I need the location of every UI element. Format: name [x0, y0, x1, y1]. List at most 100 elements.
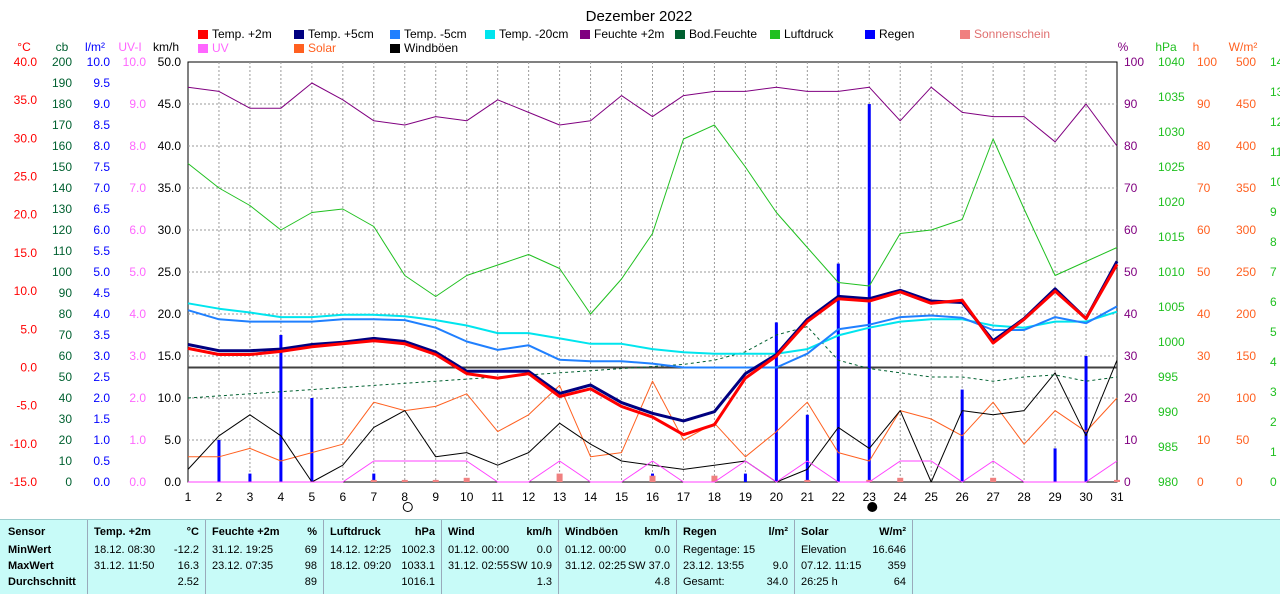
legend-label-feuchte-2m: Feuchte +2m: [594, 27, 664, 41]
tick-label: 5.5: [93, 244, 110, 258]
tick-labels: 40.035.030.025.020.015.010.05.00.0-5.0-1…: [10, 55, 1280, 489]
legend-swatch-solar: [294, 44, 304, 53]
tick-label: 15.0: [14, 246, 38, 260]
x-tick-label: 28: [1017, 490, 1031, 504]
tick-label: -10.0: [10, 437, 38, 451]
tick-label: 6: [1270, 295, 1277, 309]
chart-title: Dezember 2022: [586, 8, 693, 25]
x-tick-label: 20: [770, 490, 784, 504]
legend-label-solar: Solar: [308, 41, 336, 55]
tick-label: 8.5: [93, 118, 110, 132]
tick-label: 0.0: [129, 475, 146, 489]
tick-label: 35.0: [158, 181, 182, 195]
tick-label: 5.0: [129, 265, 146, 279]
stats-solar-value: 16.646: [872, 544, 906, 556]
stats-rain-unit: l/m²: [768, 526, 788, 538]
tick-label: 60: [1197, 223, 1211, 237]
stats-sensor-header: Sensor: [8, 526, 46, 538]
series-line-temp-2m: [187, 263, 1119, 437]
stats-solar-value: 359: [887, 560, 906, 572]
x-tick-label: 19: [739, 490, 753, 504]
stats-rain-header: Regen: [683, 526, 717, 538]
tick-label: 80: [1197, 139, 1211, 153]
legend-swatch-sonnenschein: [960, 30, 970, 39]
legend-swatch-temp-20cm: [485, 30, 495, 39]
tick-label: 3.5: [93, 328, 110, 342]
tick-label: 7: [1270, 265, 1277, 279]
x-tick-label: 15: [615, 490, 629, 504]
tick-label: 1.5: [93, 412, 110, 426]
x-tick-label: 11: [491, 490, 504, 504]
tick-label: 1.0: [129, 433, 146, 447]
legend-swatch-bod-feuchte: [675, 30, 685, 39]
series-line-solar: [188, 380, 1118, 462]
stats-gusts-value: SW 37.0: [627, 560, 670, 572]
legend-label-temp-5cm: Temp. -5cm: [404, 27, 467, 41]
tick-label: 7.5: [93, 160, 110, 174]
tick-label: 5.0: [93, 265, 110, 279]
tick-label: 10.0: [87, 55, 111, 69]
x-tick-label: 14: [584, 490, 598, 504]
legend-label-uv: UV: [212, 41, 229, 55]
tick-label: 980: [1158, 475, 1178, 489]
tick-label: 160: [52, 139, 72, 153]
x-tick-label: 8: [401, 490, 408, 504]
x-tick-label: 13: [553, 490, 567, 504]
legend-swatch-regen: [865, 30, 875, 39]
sunshine-bar: [990, 477, 997, 482]
stats-solar-unit: W/m²: [879, 526, 906, 538]
x-tick-label: 6: [339, 490, 346, 504]
x-tick-label: 1: [185, 490, 192, 504]
tick-label: 140: [52, 181, 72, 195]
stats-gusts-value: 0.0: [654, 544, 670, 556]
tick-label: 0: [65, 475, 72, 489]
series-line-uv: [188, 460, 1118, 483]
tick-label: 985: [1158, 440, 1178, 454]
tick-label: 25.0: [14, 170, 38, 184]
tick-label: 300: [1236, 223, 1256, 237]
tick-label: 3.0: [129, 349, 146, 363]
stats-temp-time: 18.12. 08:30: [94, 544, 156, 556]
stats-max-label: MaxWert: [8, 560, 54, 572]
rain-bar: [743, 473, 747, 482]
sunshine-bar: [1114, 479, 1120, 482]
tick-label: 1.0: [93, 433, 110, 447]
x-tick-label: 7: [370, 490, 377, 504]
tick-label: 45.0: [158, 97, 182, 111]
rain-bar: [867, 104, 871, 482]
stats-solar-time: 07.12. 11:15: [801, 560, 862, 572]
tick-label: 20: [1124, 391, 1138, 405]
stats-gusts: Windböen km/h 01.12. 00:00 0.0 31.12. 02:25 S…: [559, 520, 677, 594]
legend-swatch-feuchte-2m: [580, 30, 590, 39]
stats-humidity-value: 98: [304, 560, 317, 572]
stats-wind-unit: km/h: [526, 526, 552, 538]
tick-label: 5.0: [164, 433, 181, 447]
tick-label: 70: [1124, 181, 1138, 195]
moon-full-icon: [402, 502, 413, 512]
tick-label: 120: [52, 223, 72, 237]
tick-label: 2.0: [129, 391, 146, 405]
legend-label-bod-feuchte: Bod.Feuchte: [689, 27, 757, 41]
axis-label-left-4: km/h: [153, 40, 179, 54]
legend-label-windb-en: Windböen: [404, 41, 458, 55]
stats-pressure-time: 14.12. 12:25: [330, 544, 392, 556]
stats-pressure-time: 18.12. 09:20: [330, 560, 392, 572]
tick-label: 150: [52, 160, 72, 174]
stats-wind-time: 31.12. 02:55: [448, 560, 510, 572]
x-tick-label: 30: [1079, 490, 1093, 504]
tick-label: 0.5: [93, 454, 110, 468]
legend-label-temp-2m: Temp. +2m: [212, 27, 272, 41]
legend-label-regen: Regen: [879, 27, 914, 41]
tick-label: 40.0: [14, 55, 38, 69]
stats-wind-value: SW 10.9: [509, 560, 552, 572]
series-line-feuchte-2m: [187, 82, 1118, 147]
stats-humidity-header: Feuchte +2m: [212, 526, 280, 538]
tick-label: 7.0: [93, 181, 110, 195]
statistics-panel: Sensor MinWert MaxWert Durchschnitt Temp…: [0, 519, 1280, 594]
series-line-temp-20cm: [187, 302, 1118, 355]
tick-label: 4: [1270, 355, 1277, 369]
stats-wind-header: Wind: [448, 526, 475, 538]
tick-label: 70: [1197, 181, 1211, 195]
x-tick-label: 9: [432, 490, 439, 504]
line-series: [187, 82, 1119, 483]
